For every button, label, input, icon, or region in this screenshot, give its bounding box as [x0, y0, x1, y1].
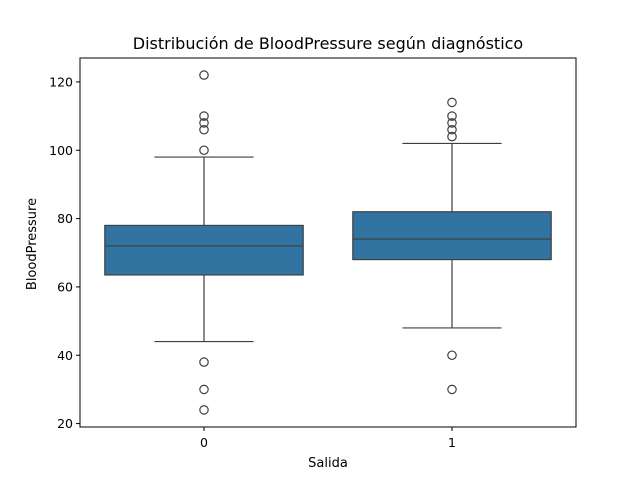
box-group-1: [352, 97, 552, 395]
outlier-point: [447, 384, 457, 395]
y-tick-label: 80: [57, 211, 73, 226]
outlier-point: [447, 124, 457, 135]
outlier-point: [447, 118, 457, 128]
chart-title: Distribución de BloodPressure según diag…: [133, 34, 523, 53]
outlier-point: [447, 350, 457, 361]
y-tick-label: 100: [49, 143, 73, 158]
x-tick-label: 0: [200, 435, 208, 450]
y-tick-label: 120: [49, 74, 73, 89]
plot-area: [104, 70, 552, 415]
x-tick-label: 1: [448, 435, 456, 450]
iqr-box: [352, 211, 552, 261]
y-tick-label: 60: [57, 279, 73, 294]
outlier-point: [199, 357, 209, 367]
plot-frame: [79, 57, 577, 428]
outlier-point: [447, 97, 457, 108]
outlier-point: [199, 384, 209, 395]
outlier-point: [199, 118, 209, 128]
outlier-point: [447, 131, 457, 142]
box-group-0: [104, 70, 304, 415]
axes: 20 40 60 80 100 120 0 1: [49, 57, 577, 450]
y-tick-label: 20: [57, 416, 73, 431]
y-axis-label: BloodPressure: [25, 198, 40, 290]
outlier-point: [199, 145, 209, 156]
outlier-point: [199, 405, 209, 415]
outlier-point: [199, 124, 209, 135]
outlier-point: [199, 111, 209, 121]
iqr-box: [104, 224, 304, 276]
y-tick-label: 40: [57, 348, 73, 363]
outlier-point: [199, 70, 209, 80]
outlier-point: [447, 111, 457, 121]
x-axis-label: Salida: [308, 456, 348, 471]
